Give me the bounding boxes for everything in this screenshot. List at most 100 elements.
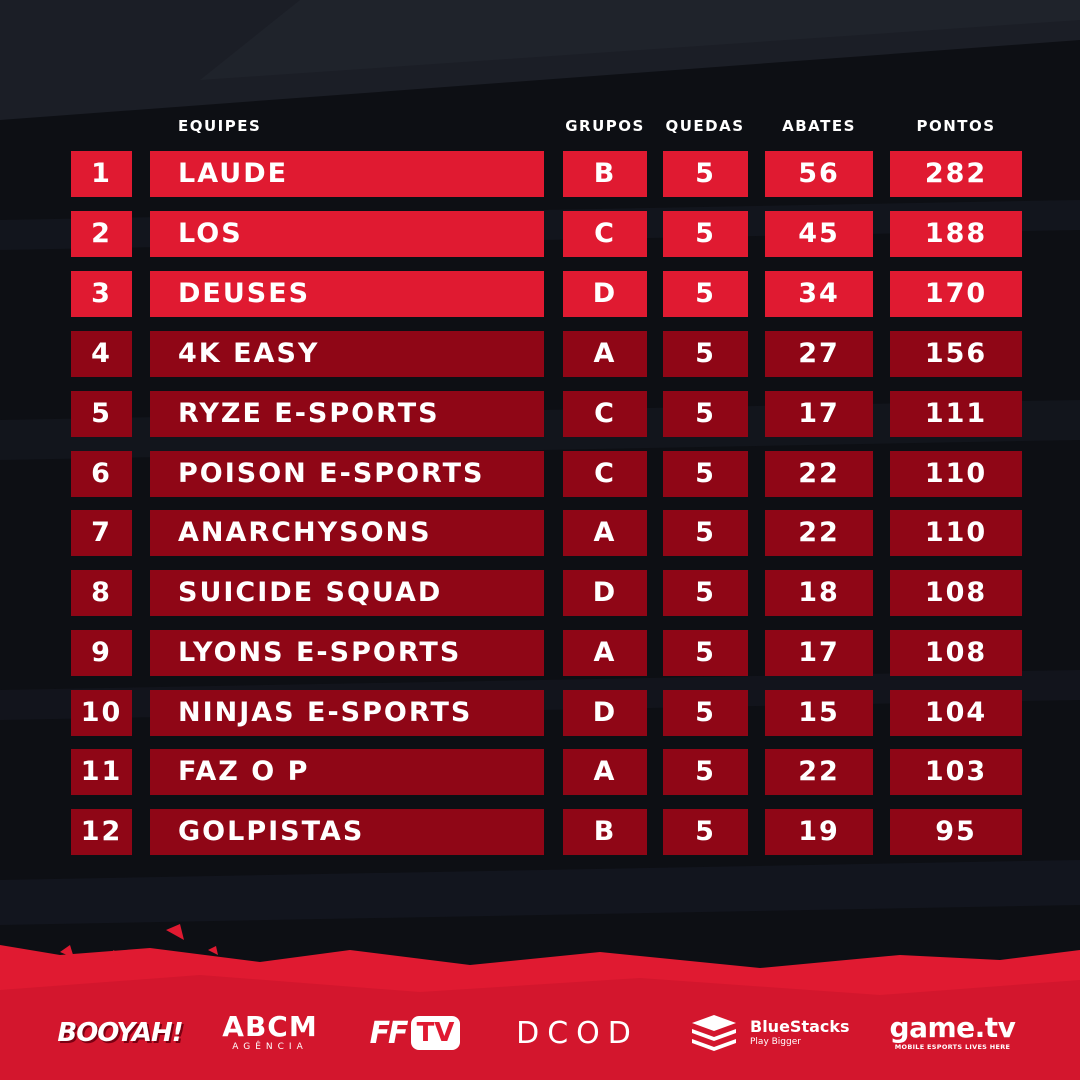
points-cell: 188 <box>890 211 1022 257</box>
group-cell: B <box>563 151 647 197</box>
team-cell: DEUSES <box>150 271 544 317</box>
team-cell: NINJAS E-SPORTS <box>150 690 544 736</box>
table-row: 11 FAZ O P A 5 22 103 <box>0 749 1080 795</box>
points-cell: 110 <box>890 510 1022 556</box>
bluestacks-logo: BlueStacks Play Bigger <box>690 1005 850 1061</box>
drops-cell: 5 <box>663 510 748 556</box>
kills-cell: 22 <box>765 510 873 556</box>
dcod-logo: DCOD <box>516 1015 639 1051</box>
bluestacks-stack-icon <box>692 1015 736 1051</box>
rank-cell: 6 <box>71 451 132 497</box>
points-cell: 108 <box>890 570 1022 616</box>
abcm-logo-text: ABCM <box>222 1010 318 1043</box>
table-row: 2 LOS C 5 45 188 <box>0 211 1080 257</box>
table-row: 6 POISON E-SPORTS C 5 22 110 <box>0 451 1080 497</box>
group-cell: D <box>563 570 647 616</box>
drops-cell: 5 <box>663 391 748 437</box>
table-row: 5 RYZE E-SPORTS C 5 17 111 <box>0 391 1080 437</box>
rank-cell: 7 <box>71 510 132 556</box>
points-cell: 108 <box>890 630 1022 676</box>
rank-cell: 9 <box>71 630 132 676</box>
rank-cell: 1 <box>71 151 132 197</box>
kills-cell: 18 <box>765 570 873 616</box>
rank-cell: 5 <box>71 391 132 437</box>
kills-cell: 27 <box>765 331 873 377</box>
table-row: 12 GOLPISTAS B 5 19 95 <box>0 809 1080 855</box>
rank-cell: 2 <box>71 211 132 257</box>
rank-cell: 11 <box>71 749 132 795</box>
table-row: 8 SUICIDE SQUAD D 5 18 108 <box>0 570 1080 616</box>
table-row: 4 4K EASY A 5 27 156 <box>0 331 1080 377</box>
drops-cell: 5 <box>663 211 748 257</box>
group-cell: A <box>563 630 647 676</box>
fftv-logo-ff: FF <box>369 1015 409 1051</box>
fftv-logo: FF TV <box>360 1005 470 1061</box>
drops-cell: 5 <box>663 271 748 317</box>
gametv-name: game.tv <box>889 1011 1016 1044</box>
team-cell: ANARCHYSONS <box>150 510 544 556</box>
team-cell: FAZ O P <box>150 749 544 795</box>
points-cell: 110 <box>890 451 1022 497</box>
table-row: 10 NINJAS E-SPORTS D 5 15 104 <box>0 690 1080 736</box>
drops-cell: 5 <box>663 331 748 377</box>
drops-cell: 5 <box>663 630 748 676</box>
gametv-tagline: MOBILE ESPORTS LIVES HERE <box>894 1043 1011 1051</box>
drops-cell: 5 <box>663 749 748 795</box>
bluestacks-name: BlueStacks <box>750 1017 850 1036</box>
group-cell: A <box>563 749 647 795</box>
table-row: 1 LAUDE B 5 56 282 <box>0 151 1080 197</box>
gametv-logo: game.tv MOBILE ESPORTS LIVES HERE <box>885 1005 1020 1061</box>
rank-cell: 12 <box>71 809 132 855</box>
team-cell: 4K EASY <box>150 331 544 377</box>
points-cell: 104 <box>890 690 1022 736</box>
team-cell: LOS <box>150 211 544 257</box>
group-cell: A <box>563 331 647 377</box>
table-row: 9 LYONS E-SPORTS A 5 17 108 <box>0 630 1080 676</box>
drops-cell: 5 <box>663 451 748 497</box>
drops-cell: 5 <box>663 690 748 736</box>
group-cell: A <box>563 510 647 556</box>
kills-cell: 22 <box>765 749 873 795</box>
kills-cell: 17 <box>765 630 873 676</box>
abcm-logo-subtext: AGÊNCIA <box>232 1042 308 1052</box>
group-cell: D <box>563 690 647 736</box>
group-cell: C <box>563 391 647 437</box>
kills-cell: 22 <box>765 451 873 497</box>
team-cell: LAUDE <box>150 151 544 197</box>
team-cell: SUICIDE SQUAD <box>150 570 544 616</box>
booyah-logo: BOOYAH! <box>57 1018 183 1048</box>
points-cell: 111 <box>890 391 1022 437</box>
drops-cell: 5 <box>663 809 748 855</box>
kills-cell: 17 <box>765 391 873 437</box>
header-points: PONTOS <box>916 117 996 135</box>
team-cell: LYONS E-SPORTS <box>150 630 544 676</box>
rank-cell: 8 <box>71 570 132 616</box>
header-group: GRUPOS <box>565 117 645 135</box>
group-cell: D <box>563 271 647 317</box>
group-cell: B <box>563 809 647 855</box>
group-cell: C <box>563 211 647 257</box>
points-cell: 103 <box>890 749 1022 795</box>
team-cell: GOLPISTAS <box>150 809 544 855</box>
drops-cell: 5 <box>663 570 748 616</box>
fftv-logo-tv: TV <box>410 1016 461 1050</box>
group-cell: C <box>563 451 647 497</box>
kills-cell: 19 <box>765 809 873 855</box>
header-drops: QUEDAS <box>665 117 745 135</box>
table-row: 7 ANARCHYSONS A 5 22 110 <box>0 510 1080 556</box>
rank-cell: 4 <box>71 331 132 377</box>
points-cell: 95 <box>890 809 1022 855</box>
table-row: 3 DEUSES D 5 34 170 <box>0 271 1080 317</box>
rank-cell: 3 <box>71 271 132 317</box>
drops-cell: 5 <box>663 151 748 197</box>
kills-cell: 15 <box>765 690 873 736</box>
points-cell: 282 <box>890 151 1022 197</box>
footer-band <box>0 924 1080 1080</box>
team-cell: POISON E-SPORTS <box>150 451 544 497</box>
bluestacks-tagline: Play Bigger <box>750 1037 801 1047</box>
header-team: EQUIPES <box>178 117 262 135</box>
team-cell: RYZE E-SPORTS <box>150 391 544 437</box>
header-kills: ABATES <box>782 117 856 135</box>
kills-cell: 56 <box>765 151 873 197</box>
rank-cell: 10 <box>71 690 132 736</box>
